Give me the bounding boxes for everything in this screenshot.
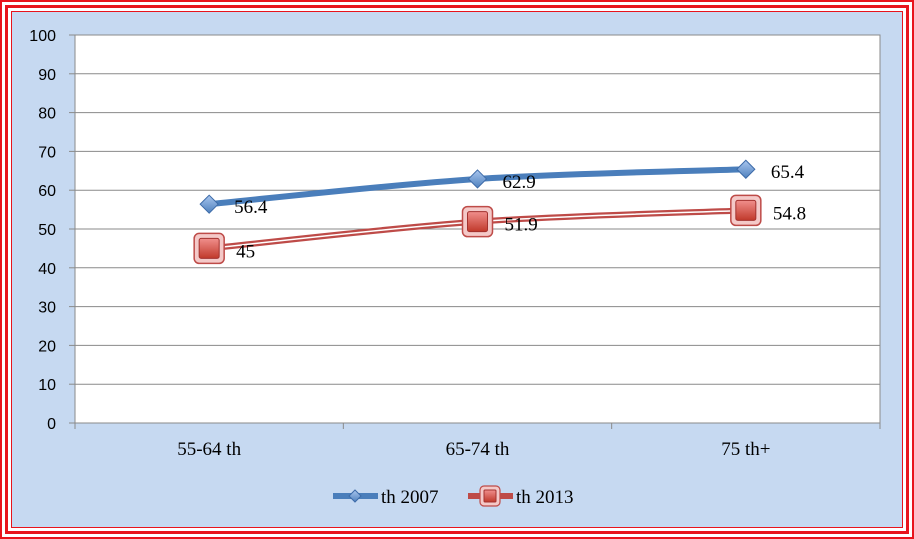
y-tick-label: 70 bbox=[38, 144, 56, 161]
data-point-marker bbox=[736, 159, 756, 179]
legend-item-1[interactable]: th 2013 bbox=[468, 485, 574, 508]
y-tick-label: 30 bbox=[38, 300, 56, 317]
y-tick-label: 0 bbox=[47, 416, 56, 433]
data-point-marker bbox=[735, 199, 757, 221]
legend-label: th 2007 bbox=[381, 487, 439, 508]
y-tick-label: 20 bbox=[38, 338, 56, 355]
x-axis: 55-64 th 65-74 th 75 th+ bbox=[74, 422, 881, 460]
data-label: 45 bbox=[236, 241, 255, 262]
data-label: 54.8 bbox=[773, 203, 806, 224]
series-1: 45 51.9 54.8 bbox=[193, 194, 806, 265]
y-tick-label: 40 bbox=[38, 261, 56, 278]
data-point-marker bbox=[467, 211, 488, 233]
data-label: 65.4 bbox=[771, 162, 805, 183]
series-group: 56.4 62.9 65.4 45 51.9 54.8 bbox=[193, 159, 806, 265]
series-0: 56.4 62.9 65.4 bbox=[199, 159, 805, 218]
legend-swatch-marker bbox=[348, 489, 362, 503]
y-tick-label: 100 bbox=[29, 28, 56, 45]
x-tick-label: 75 th+ bbox=[721, 439, 770, 460]
data-label: 56.4 bbox=[234, 197, 268, 218]
legend[interactable]: th 2007 th 2013 bbox=[333, 485, 574, 508]
data-point-marker bbox=[199, 194, 219, 214]
legend-label: th 2013 bbox=[516, 487, 574, 508]
y-tick-label: 90 bbox=[38, 67, 56, 84]
y-axis: 0 10 20 30 40 50 60 70 80 90 100 bbox=[29, 28, 75, 433]
y-tick-label: 80 bbox=[38, 106, 56, 123]
y-tick-label: 10 bbox=[38, 377, 56, 394]
x-tick-label: 65-74 th bbox=[446, 439, 510, 460]
legend-item-0[interactable]: th 2007 bbox=[333, 487, 439, 508]
y-tick-label: 50 bbox=[38, 222, 56, 239]
y-tick-label: 60 bbox=[38, 183, 56, 200]
legend-swatch-marker bbox=[483, 489, 497, 503]
data-label: 62.9 bbox=[503, 172, 536, 193]
data-point-marker bbox=[467, 169, 488, 189]
x-tick-label: 55-64 th bbox=[177, 439, 241, 460]
data-label: 51.9 bbox=[505, 215, 538, 236]
data-point-marker bbox=[198, 237, 220, 259]
